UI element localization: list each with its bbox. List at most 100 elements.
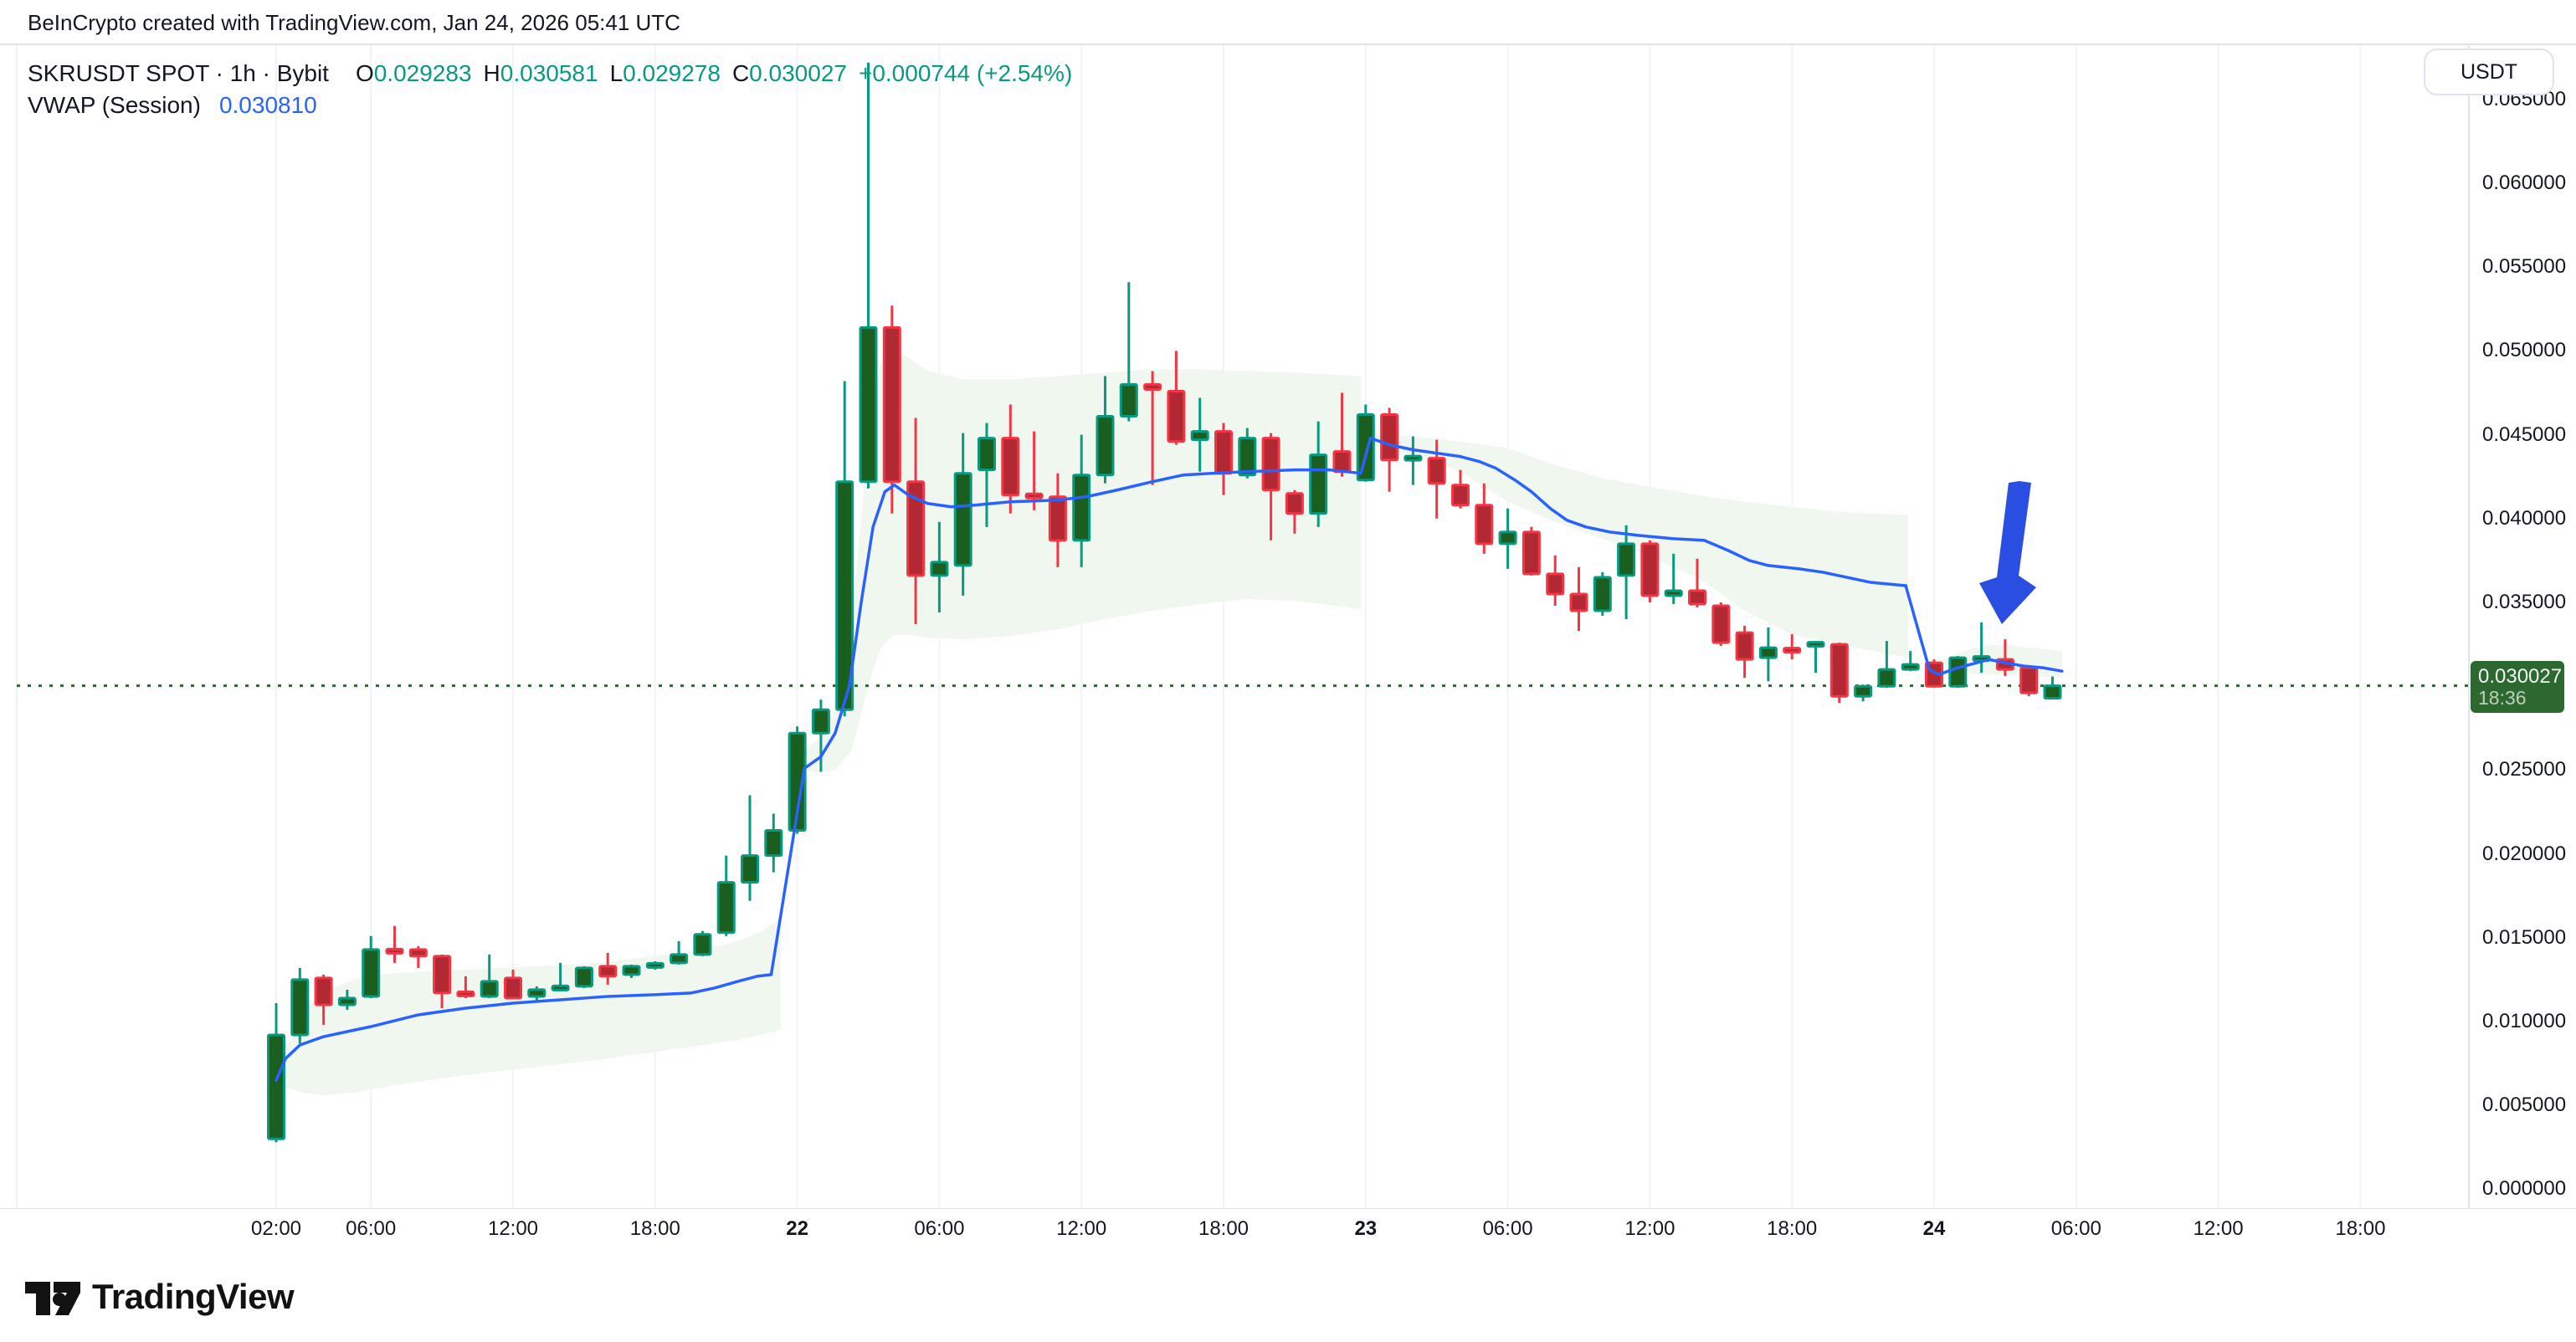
price-tick-label: 0.035000 bbox=[2482, 591, 2567, 613]
candle-body bbox=[1332, 450, 1352, 474]
ohlc-value: 0.029283 bbox=[373, 60, 472, 86]
candle-body bbox=[835, 480, 854, 711]
candle-57 bbox=[1617, 525, 1636, 620]
candle-body bbox=[1451, 484, 1470, 507]
vwap-line bbox=[275, 973, 773, 1082]
candle-46 bbox=[1356, 404, 1375, 482]
countdown-timer: 18:36 bbox=[2478, 687, 2527, 709]
candle-body bbox=[314, 976, 333, 1006]
candle-65 bbox=[1806, 641, 1825, 674]
candle-9 bbox=[480, 954, 499, 998]
candle-body bbox=[1143, 382, 1162, 391]
candle-17 bbox=[670, 940, 689, 965]
price-tick-label: 0.055000 bbox=[2482, 255, 2567, 279]
attribution-text: BeInCrypto created with TradingView.com,… bbox=[28, 10, 680, 35]
price-tick-label: 0.040000 bbox=[2482, 506, 2567, 530]
candle-body bbox=[362, 948, 381, 998]
currency-toggle-button[interactable]: USDT bbox=[2424, 49, 2554, 95]
candle-27 bbox=[906, 417, 926, 625]
candle-body bbox=[1285, 492, 1304, 515]
candle-body bbox=[670, 953, 689, 965]
time-tick-label: 22 bbox=[786, 1217, 808, 1240]
candle-body bbox=[645, 961, 665, 969]
time-tick-label: 23 bbox=[1354, 1217, 1378, 1240]
candle-body bbox=[1190, 430, 1209, 442]
tradingview-logo[interactable]: TradingView bbox=[25, 1273, 295, 1320]
candle-16 bbox=[645, 960, 665, 970]
candle-74 bbox=[2019, 666, 2039, 697]
candle-1 bbox=[290, 967, 310, 1044]
currency-label: USDT bbox=[2460, 59, 2518, 84]
candle-50 bbox=[1451, 469, 1470, 509]
candle-35 bbox=[1096, 376, 1115, 484]
price-tick-label: 0.050000 bbox=[2482, 339, 2567, 362]
candle-64 bbox=[1783, 634, 1802, 660]
candle-7 bbox=[433, 954, 452, 1008]
ohlc-values: O0.029283 H0.030581 L0.029278 C0.030027 bbox=[344, 60, 847, 86]
candle-36 bbox=[1119, 282, 1138, 422]
time-tick-label: 12:00 bbox=[1056, 1217, 1107, 1240]
candle-body bbox=[1806, 641, 1825, 648]
candle-63 bbox=[1758, 627, 1778, 682]
candle-body bbox=[1948, 656, 1968, 688]
time-tick-label: 12:00 bbox=[1624, 1217, 1675, 1240]
attribution-bar: BeInCrypto created with TradingView.com,… bbox=[28, 10, 680, 36]
candle-32 bbox=[1024, 431, 1044, 510]
time-tick-label: 06:00 bbox=[2050, 1217, 2101, 1240]
candle-body bbox=[1640, 542, 1660, 597]
candle-4 bbox=[362, 935, 381, 998]
down-arrow-annotation[interactable] bbox=[1979, 481, 2036, 624]
candle-body bbox=[1380, 413, 1399, 462]
candle-body bbox=[1569, 592, 1588, 612]
candle-53 bbox=[1521, 526, 1541, 576]
candle-30 bbox=[978, 423, 996, 527]
candle-24 bbox=[835, 381, 854, 717]
candle-body bbox=[1901, 663, 1920, 671]
candle-body bbox=[1854, 684, 1873, 698]
time-tick-label: 12:00 bbox=[2193, 1217, 2244, 1240]
candle-68 bbox=[1877, 641, 1896, 689]
candle-71 bbox=[1948, 656, 1968, 689]
candle-body bbox=[693, 933, 712, 956]
candle-67 bbox=[1854, 684, 1873, 702]
candle-8 bbox=[456, 976, 475, 998]
candle-body bbox=[882, 325, 901, 484]
time-tick-label: 12:00 bbox=[487, 1217, 539, 1240]
price-tick-label: 0.005000 bbox=[2482, 1094, 2567, 1117]
price-tick-label: 0.015000 bbox=[2482, 925, 2567, 949]
time-tick-label: 06:00 bbox=[346, 1217, 397, 1240]
candle-21 bbox=[764, 813, 783, 873]
vwap-line bbox=[1359, 436, 1907, 587]
candle-body bbox=[1214, 430, 1233, 475]
candle-body bbox=[433, 955, 452, 995]
candle-45 bbox=[1332, 392, 1352, 477]
candle-body bbox=[859, 325, 878, 484]
time-tick-label: 18:00 bbox=[1767, 1217, 1818, 1240]
ohlc-value: 0.030581 bbox=[500, 60, 598, 86]
candle-40 bbox=[1214, 423, 1233, 495]
candle-body bbox=[788, 731, 807, 832]
candle-body bbox=[1783, 647, 1802, 654]
candle-33 bbox=[1048, 473, 1067, 567]
time-tick-label: 02:00 bbox=[250, 1217, 302, 1240]
price-tick-label: 0.045000 bbox=[2482, 423, 2567, 446]
candle-body bbox=[1403, 454, 1423, 462]
candle-10 bbox=[504, 969, 522, 1000]
symbol-title[interactable]: SKRUSDT SPOT · 1h · Bybit bbox=[28, 60, 329, 86]
candle-body bbox=[1119, 382, 1138, 418]
candle-body bbox=[953, 472, 972, 567]
candle-13 bbox=[574, 966, 593, 988]
indicator-name[interactable]: VWAP (Session) bbox=[28, 92, 201, 118]
candle-body bbox=[1498, 530, 1517, 546]
time-axis[interactable]: 02:00 06:00 12:00 18:00 22 06:00 12:00 18:00 23 0… bbox=[0, 1209, 2576, 1252]
candle-25 bbox=[859, 62, 878, 489]
ohlc-value: 0.029278 bbox=[623, 60, 721, 86]
ohlc-label: L bbox=[609, 60, 623, 86]
candle-body bbox=[1829, 643, 1849, 698]
candle-body bbox=[1096, 415, 1115, 477]
candle-body bbox=[906, 480, 926, 577]
price-axis[interactable]: 0.065000 0.060000 0.055000 0.050000 0.045000… bbox=[2469, 44, 2576, 1209]
candle-body bbox=[622, 965, 641, 976]
candle-body bbox=[1617, 542, 1636, 577]
